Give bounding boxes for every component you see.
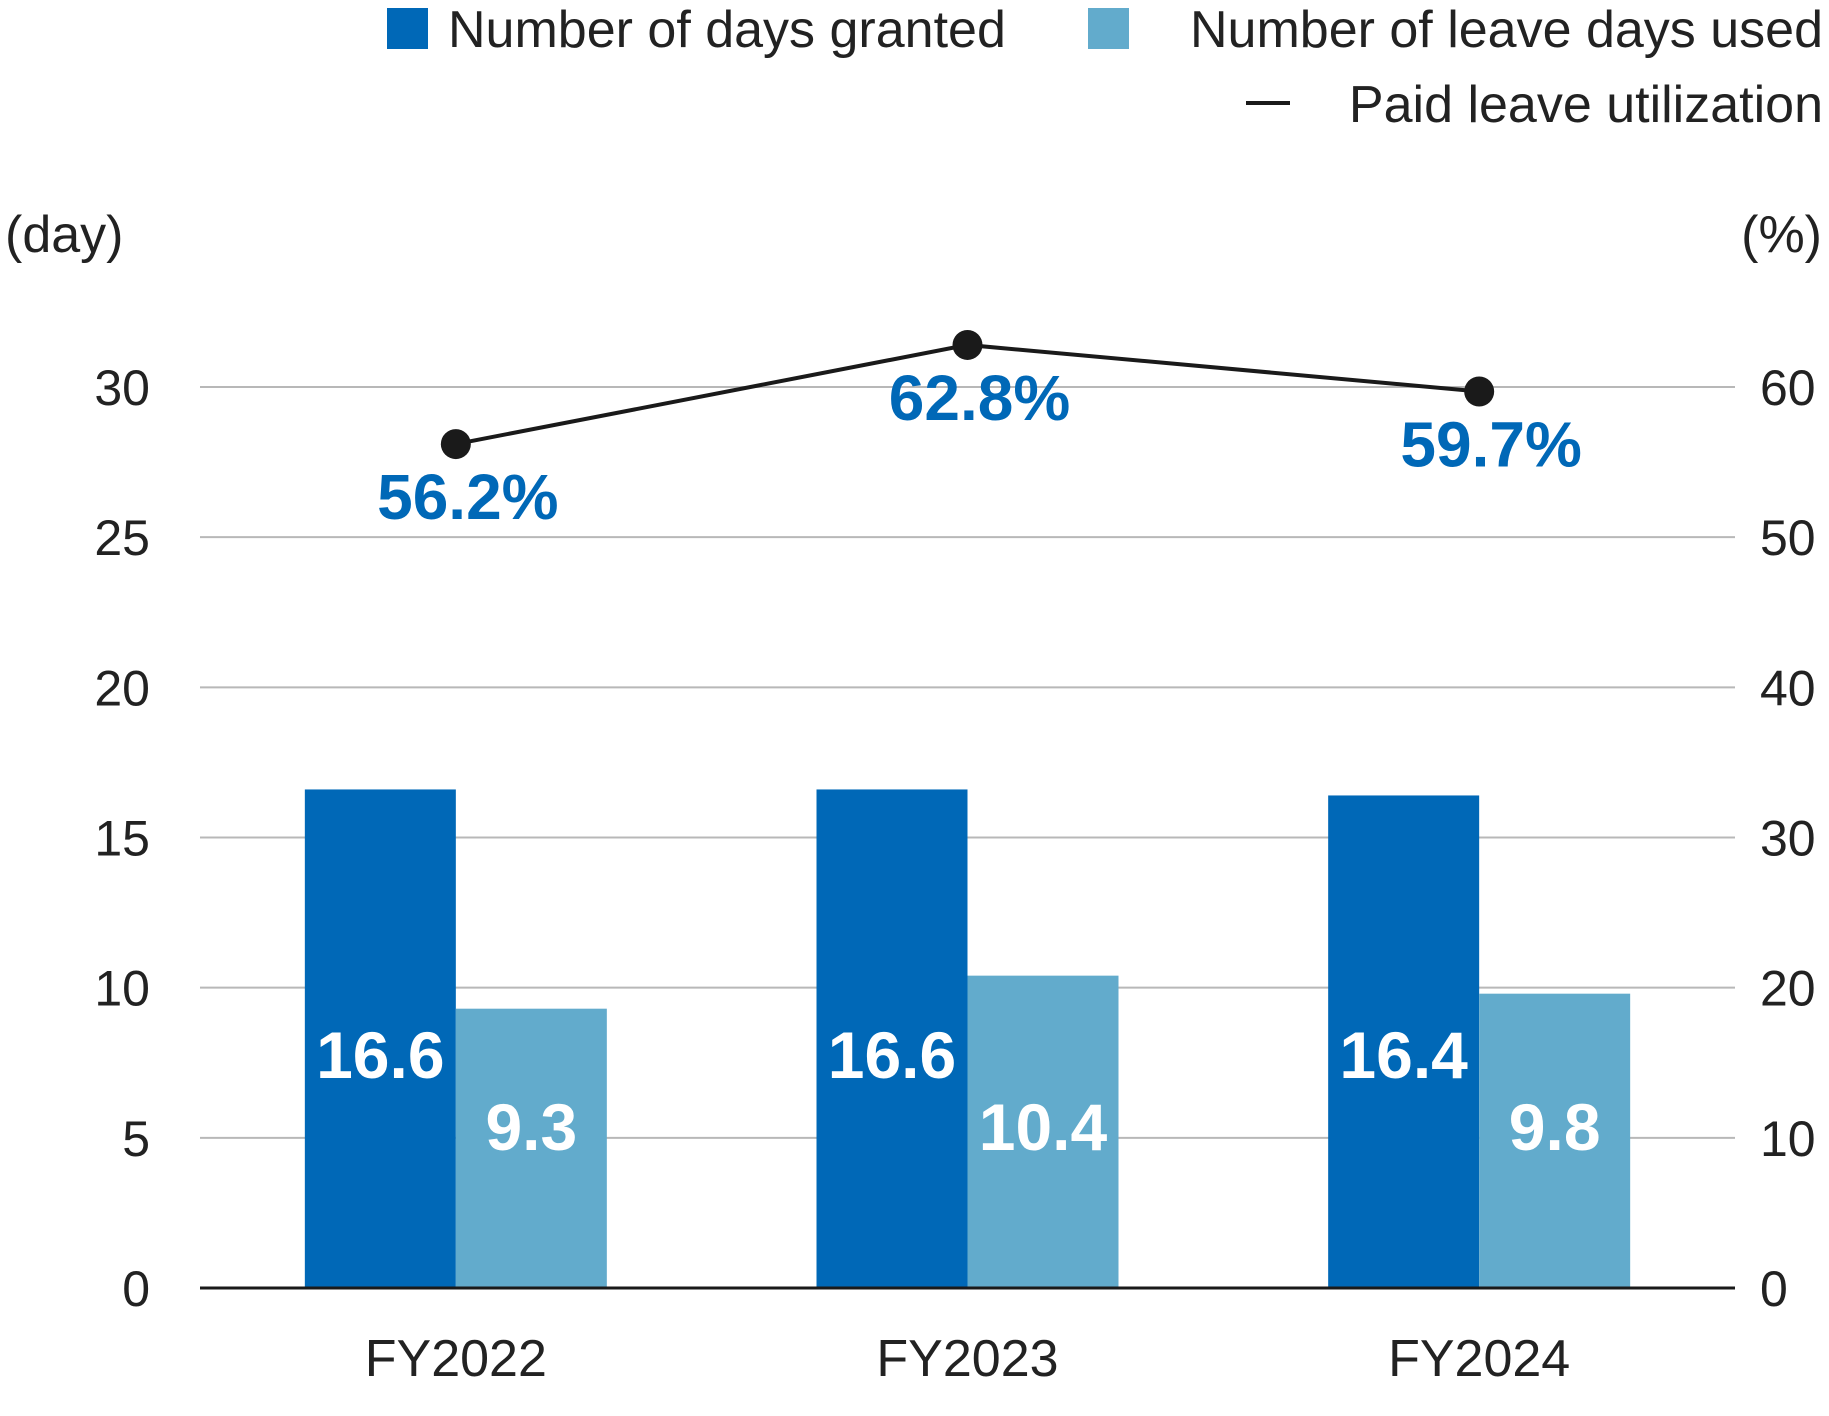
legend: Number of days granted Number of leave da… (387, 1, 1823, 134)
legend-swatch-days-granted (387, 8, 428, 49)
utilization-line (440, 329, 1495, 460)
bars (304, 789, 1631, 1288)
legend-label-leave-days-used: Number of leave days used (1190, 1, 1823, 59)
bar (304, 789, 456, 1288)
utilization-point (440, 429, 471, 460)
bar (967, 975, 1119, 1288)
data-labels: 16.6 9.3 16.6 10.4 16.4 9.8 56.2% 62.8% 59.7% (316, 362, 1600, 1164)
utilization-label: 59.7% (1400, 409, 1581, 481)
bar-value-label: 16.4 (1339, 1018, 1468, 1092)
y-right-tick-label: 60 (1760, 360, 1816, 416)
utilization-point (1464, 376, 1495, 407)
y-right-tick-label: 50 (1760, 510, 1816, 566)
y-left-tick-label: 10 (94, 961, 150, 1017)
y-left-tick-label: 5 (122, 1111, 150, 1167)
y-right-tick-label: 20 (1760, 961, 1816, 1017)
y-left-axis-label: (day) (5, 206, 123, 264)
x-tick-label: FY2023 (876, 1330, 1058, 1388)
y-left-tick-label: 30 (94, 360, 150, 416)
axes: 0 5 10 15 20 25 30 0 10 20 30 40 50 60 (day) (%) FY2022 F… (5, 206, 1822, 1388)
y-right-tick-label: 10 (1760, 1111, 1816, 1167)
utilization-label: 62.8% (889, 362, 1070, 434)
y-right-axis-label: (%) (1741, 206, 1822, 264)
y-left-tick-label: 15 (94, 811, 150, 867)
legend-swatch-leave-days-used (1088, 8, 1129, 49)
bar-value-label: 10.4 (979, 1090, 1108, 1164)
bar (1479, 993, 1631, 1288)
bar-value-label: 9.8 (1509, 1090, 1601, 1164)
y-left-tick-label: 25 (94, 510, 150, 566)
bar-value-label: 16.6 (316, 1018, 444, 1092)
legend-label-days-granted: Number of days granted (448, 1, 1006, 59)
bar-value-label: 16.6 (828, 1018, 956, 1092)
y-left-tick-label: 0 (122, 1261, 150, 1317)
utilization-point (952, 329, 983, 360)
bar-value-label: 9.3 (485, 1090, 577, 1164)
x-tick-label: FY2022 (365, 1330, 547, 1388)
y-left-tick-label: 20 (94, 660, 150, 716)
legend-label-utilization: Paid leave utilization (1349, 76, 1823, 134)
bar (1328, 795, 1480, 1288)
y-right-tick-label: 40 (1760, 660, 1816, 716)
y-right-tick-label: 30 (1760, 811, 1816, 867)
x-tick-label: FY2024 (1388, 1330, 1570, 1388)
bar (816, 789, 968, 1288)
y-right-tick-label: 0 (1760, 1261, 1788, 1317)
utilization-label: 56.2% (377, 461, 558, 533)
bar (455, 1008, 607, 1288)
